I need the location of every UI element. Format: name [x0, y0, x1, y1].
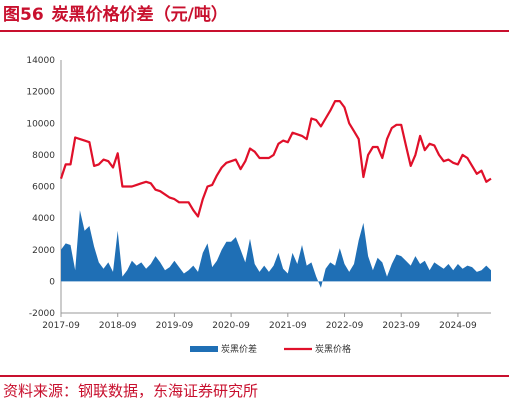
- source-note: 资料来源：钢联数据，东海证券研究所: [3, 382, 259, 400]
- legend: 炭黑价差 炭黑价格: [190, 343, 351, 355]
- x-tick-label: 2020-09: [212, 321, 250, 331]
- y-tick-label: 8000: [32, 151, 55, 161]
- y-tick-label: 4000: [32, 214, 55, 224]
- x-tick-label: 2021-09: [269, 321, 307, 331]
- y-tick-labels: 14000 12000 10000 8000 6000 4000 2000 0 -2000: [26, 56, 55, 319]
- x-axis: 2017-09 2018-09 2019-09 2020-09 2021-09 2022-…: [42, 312, 491, 331]
- legend-label-spread: 炭黑价差: [221, 343, 257, 355]
- figure-title: 炭黑价格价差（元/吨）: [51, 5, 228, 25]
- x-tick-label: 2022-09: [326, 321, 364, 331]
- y-axis: 14000 12000 10000 8000 6000 4000 2000 0 -2000: [26, 56, 62, 319]
- figure-number: 图56: [3, 5, 44, 25]
- x-tick-label: 2023-09: [382, 321, 420, 331]
- footer-divider: [0, 375, 509, 377]
- series-price-line: [59, 99, 492, 218]
- title-divider: [0, 30, 509, 32]
- y-tick-label: -2000: [29, 309, 55, 319]
- x-tick-label: 2018-09: [99, 321, 137, 331]
- legend-label-price: 炭黑价格: [315, 343, 351, 355]
- chart-title: 图56 炭黑价格价差（元/吨）: [3, 2, 228, 28]
- y-tick-label: 10000: [26, 119, 55, 129]
- y-tick-label: 14000: [26, 56, 55, 66]
- series-spread-area: [61, 210, 491, 288]
- x-tick-label: 2024-09: [439, 321, 477, 331]
- chart: 14000 12000 10000 8000 6000 4000 2000 0 -2000 20…: [26, 56, 492, 355]
- y-tick-label: 6000: [32, 183, 55, 193]
- x-tick-label: 2019-09: [156, 321, 194, 331]
- x-tick-label: 2017-09: [42, 321, 80, 331]
- y-tick-label: 2000: [32, 246, 55, 256]
- y-tick-label: 12000: [26, 88, 55, 98]
- legend-swatch-spread: [190, 346, 218, 352]
- y-tick-label: 0: [49, 277, 55, 287]
- x-tick-labels: 2017-09 2018-09 2019-09 2020-09 2021-09 2022-…: [42, 321, 477, 331]
- x-tick-marks: [60, 313, 459, 317]
